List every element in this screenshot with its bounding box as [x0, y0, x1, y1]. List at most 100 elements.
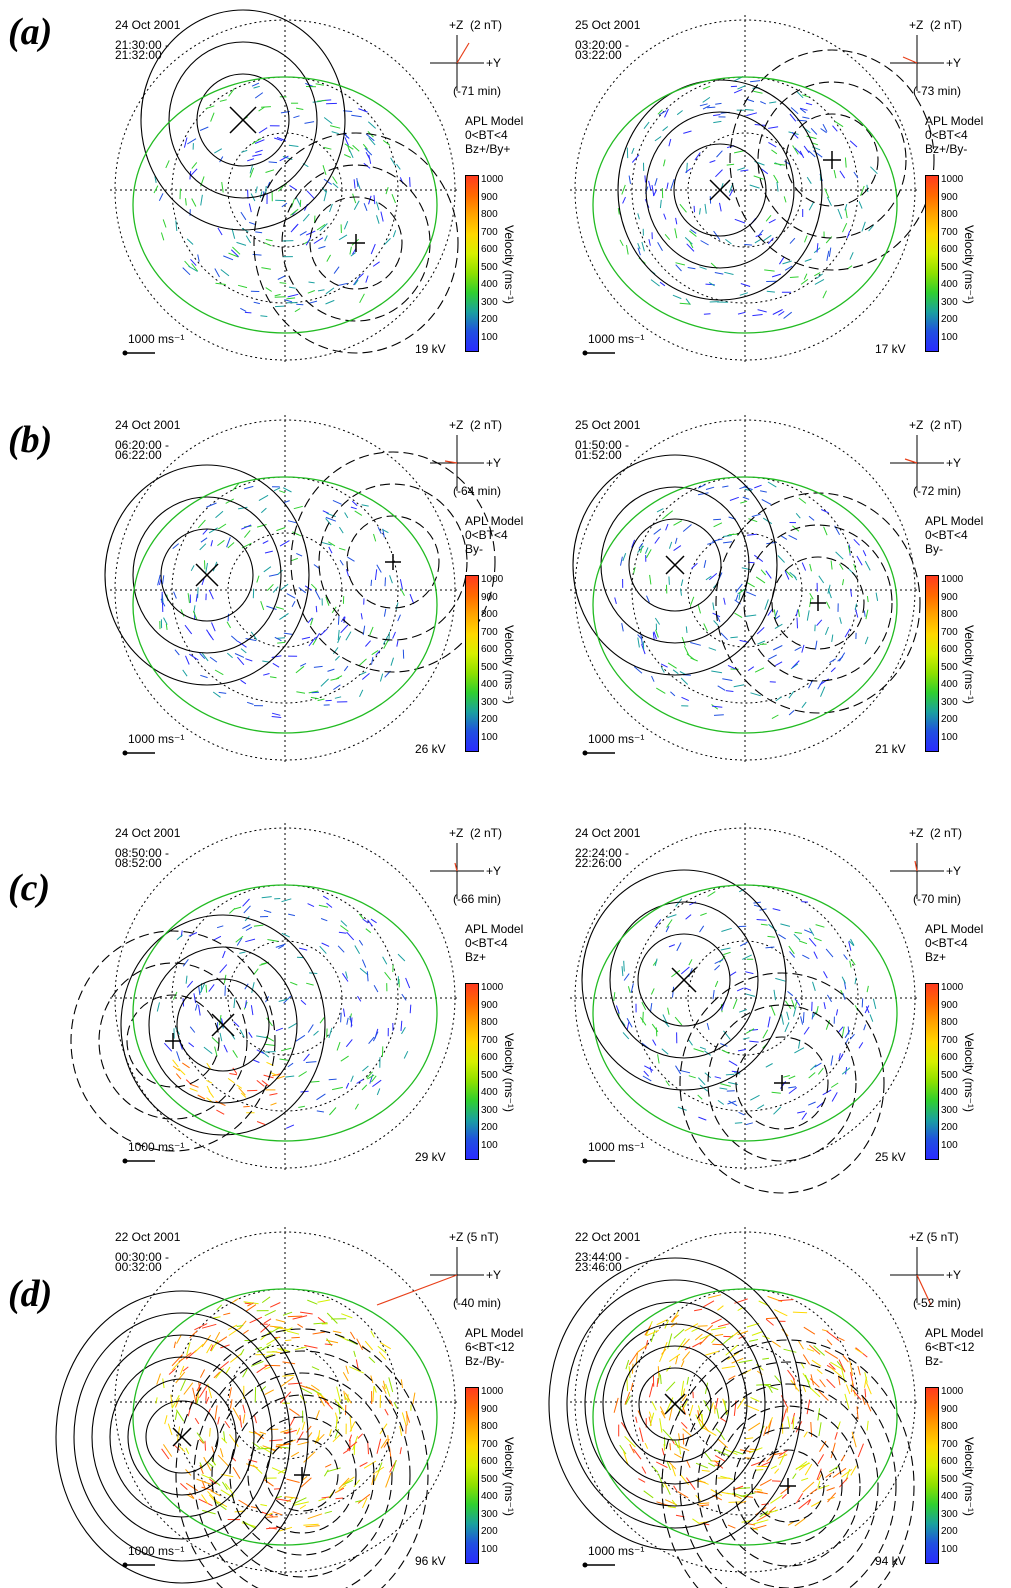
velocity-vector — [745, 614, 757, 617]
velocity-vector — [746, 591, 757, 597]
convection-map — [570, 823, 944, 1194]
velocity-vector — [275, 943, 286, 948]
velocity-vector — [340, 624, 349, 634]
model-imf-sector: Bz+/By- — [925, 142, 968, 156]
colorbar-tick: 200 — [481, 714, 498, 725]
colorbar-tick: 100 — [481, 1139, 498, 1151]
velocity-scale-bar — [582, 1562, 615, 1568]
velocity-vector — [345, 1082, 350, 1089]
velocity-colorbar — [465, 983, 479, 1160]
convection-map — [570, 415, 944, 765]
velocity-vector — [783, 196, 787, 203]
velocity-vector — [834, 1432, 838, 1440]
imf-scale-label: +Z (2 nT) — [909, 826, 963, 840]
velocity-vector — [729, 971, 737, 977]
velocity-vector — [387, 1435, 389, 1444]
velocity-vector — [260, 1446, 273, 1454]
velocity-vector — [239, 1029, 245, 1038]
velocity-vector — [801, 901, 809, 903]
velocity-vector — [800, 278, 809, 285]
velocity-vector — [213, 1371, 221, 1379]
velocity-vector — [400, 1020, 403, 1031]
velocity-vector — [667, 1007, 670, 1015]
velocity-vector — [794, 998, 801, 1006]
velocity-vector — [702, 1427, 717, 1437]
velocity-vector — [770, 1465, 777, 1470]
velocity-vector — [681, 636, 686, 646]
velocity-vector — [656, 687, 666, 694]
velocity-vector — [817, 1067, 824, 1075]
velocity-vector — [248, 1032, 253, 1038]
colorbar-tick: 600 — [481, 1052, 498, 1063]
velocity-vector — [712, 1343, 723, 1346]
velocity-vector — [214, 1046, 218, 1057]
imf-vector-arrow — [904, 458, 918, 464]
velocity-vector — [704, 1452, 712, 1462]
velocity-vector — [265, 287, 272, 292]
velocity-vector — [335, 1484, 347, 1493]
velocity-vector — [697, 1325, 708, 1327]
map-time-start: 03:20:00 - — [575, 38, 630, 52]
velocity-vector — [295, 197, 301, 206]
velocity-vector — [826, 1339, 833, 1346]
velocity-vector — [308, 637, 316, 647]
velocity-vector — [720, 1004, 723, 1013]
velocity-vector — [334, 696, 342, 699]
velocity-vector — [397, 614, 401, 622]
map-time-end: 22:26:00 — [575, 856, 622, 870]
velocity-vector — [780, 923, 791, 927]
velocity-vector — [726, 163, 735, 166]
velocity-vector — [856, 555, 863, 566]
velocity-vector — [669, 1353, 681, 1362]
velocity-vector — [844, 157, 847, 168]
velocity-vector — [700, 240, 709, 246]
velocity-vector — [305, 1525, 320, 1528]
velocity-vector — [228, 252, 239, 258]
velocity-vector — [637, 1344, 648, 1353]
velocity-vector — [621, 623, 624, 632]
potential-foci — [195, 554, 401, 587]
velocity-vector — [365, 151, 370, 159]
velocity-vector — [782, 260, 792, 265]
imf-clock-dial — [890, 35, 944, 91]
imf-scale-label: +Z (5 nT) — [909, 1230, 959, 1244]
colorbar-tick: 500 — [941, 1069, 958, 1081]
potential-contour — [661, 1339, 915, 1588]
velocity-vector — [710, 1402, 714, 1410]
velocity-vector — [260, 1504, 268, 1507]
velocity-vector — [657, 109, 663, 115]
potential-contour — [253, 132, 459, 354]
velocity-vector — [305, 236, 312, 246]
velocity-vector — [214, 669, 224, 676]
velocity-vector — [303, 1053, 310, 1062]
velocity-vector — [804, 1463, 813, 1476]
velocity-vector — [788, 945, 795, 955]
colorbar-tick: 1000 — [481, 574, 504, 585]
velocity-vector — [359, 293, 365, 304]
velocity-vector — [810, 1374, 814, 1386]
colorbar-tick: 800 — [481, 209, 498, 220]
velocity-vector — [324, 1343, 333, 1346]
colorbar-tick: 200 — [941, 314, 958, 325]
colorbar-tick: 600 — [941, 1052, 958, 1063]
velocity-vector — [293, 1501, 309, 1506]
velocity-vector — [298, 1071, 307, 1078]
velocity-vector — [354, 1103, 359, 1110]
velocity-vector — [243, 1105, 250, 1108]
velocity-vector — [767, 237, 774, 245]
velocity-vector — [644, 175, 646, 183]
velocity-vector — [264, 550, 273, 554]
velocity-vector — [717, 1323, 730, 1328]
velocity-vector — [363, 1460, 377, 1469]
velocity-vector — [732, 998, 738, 1009]
velocity-vector — [813, 937, 822, 942]
velocity-vector — [412, 1392, 416, 1405]
velocity-vector — [338, 931, 347, 934]
velocity-vector — [670, 179, 675, 190]
velocity-vector — [772, 908, 781, 911]
velocity-vector — [278, 944, 285, 950]
velocity-vector — [776, 181, 779, 192]
velocity-vector — [382, 956, 388, 965]
velocity-vector — [338, 282, 348, 286]
velocity-vector — [793, 933, 801, 941]
